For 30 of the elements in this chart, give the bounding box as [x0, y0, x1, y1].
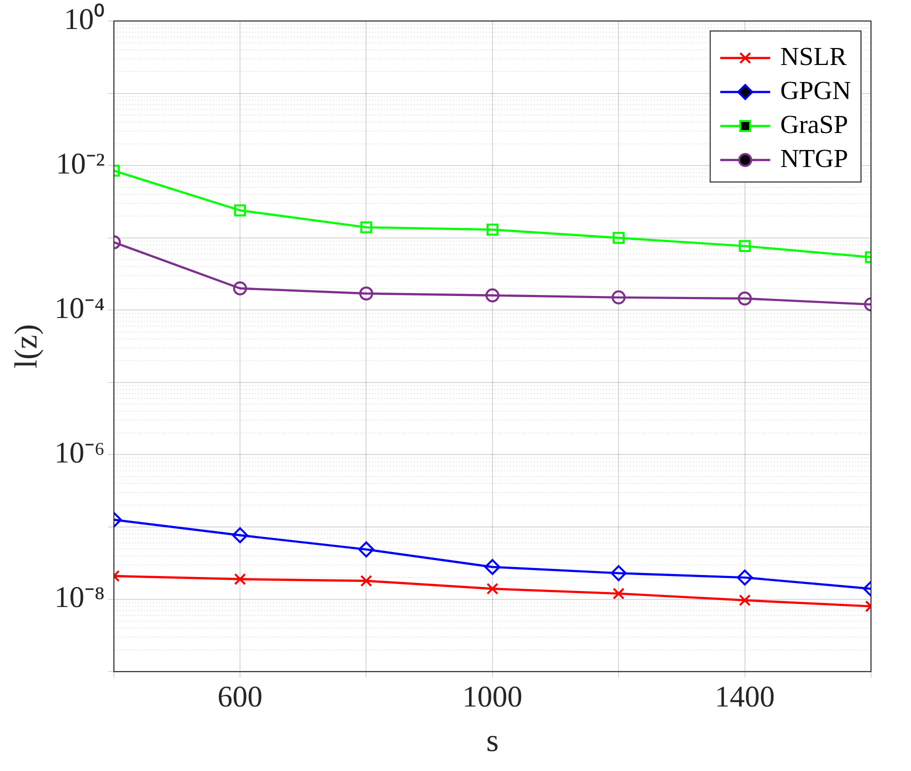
- point: [486, 224, 498, 236]
- x-tick-label: 1000: [462, 680, 522, 714]
- x-tick-label: 600: [218, 680, 263, 714]
- point: [360, 574, 372, 587]
- y-tick-label: 10⁻²: [56, 147, 105, 180]
- point: [612, 290, 626, 304]
- point: [232, 527, 248, 544]
- point: [612, 588, 625, 600]
- point: [234, 573, 246, 586]
- legend-label: GPGN: [780, 76, 852, 105]
- y-tick-label: 10⁻⁶: [54, 436, 105, 470]
- point: [233, 281, 248, 296]
- point: [610, 565, 627, 582]
- x-axis-title: s: [486, 722, 499, 758]
- point: [484, 558, 500, 575]
- point: [358, 541, 374, 558]
- y-tick-label: 10⁰: [64, 2, 105, 36]
- point: [485, 288, 500, 302]
- y-tick-label: 10⁻⁴: [54, 292, 105, 326]
- point: [612, 232, 625, 244]
- legend-label: GraSP: [780, 110, 848, 139]
- y-axis-title: l(z): [8, 324, 44, 369]
- legend-label: NSLR: [780, 42, 848, 71]
- point: [234, 204, 246, 216]
- x-tick-label: 1400: [714, 680, 775, 714]
- point: [359, 286, 374, 300]
- point: [360, 221, 372, 234]
- point: [486, 582, 498, 595]
- y-tick-label: 10⁻⁸: [54, 581, 105, 614]
- legend-label: NTGP: [780, 144, 848, 173]
